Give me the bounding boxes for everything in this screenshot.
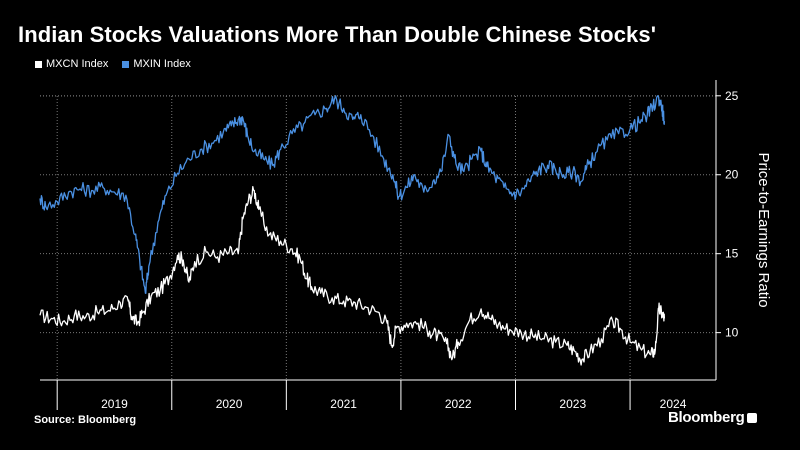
bloomberg-chart-icon — [747, 412, 758, 423]
legend-swatch-mxcn — [35, 60, 42, 68]
y-axis-label: Price-to-Earnings Ratio — [755, 152, 772, 307]
legend-label-mxin: MXIN Index — [133, 58, 191, 70]
y-tick-label-15: 15 — [725, 247, 739, 261]
legend-entry-mxcn: MXCN Index — [35, 58, 108, 70]
y-tick-label-10: 10 — [725, 326, 739, 340]
x-tick-label-2021: 2021 — [330, 397, 357, 411]
source-note: Source: Bloomberg — [34, 414, 137, 426]
series-line-mxcn — [39, 185, 666, 366]
series-line-mxin — [39, 95, 666, 294]
brand-logo: Bloomberg — [668, 409, 758, 426]
x-tick-label-2023: 2023 — [559, 397, 586, 411]
legend-swatch-mxin — [122, 60, 130, 68]
y-tick-label-20: 20 — [725, 168, 739, 182]
brand-name: Bloomberg — [668, 409, 745, 426]
x-tick-label-2019: 2019 — [101, 397, 128, 411]
x-tick-label-2022: 2022 — [445, 397, 472, 411]
chart-title: Indian Stocks Valuations More Than Doubl… — [18, 22, 657, 47]
legend: MXCN Index MXIN Index — [35, 58, 191, 70]
x-tick-label-2024: 2024 — [660, 397, 687, 411]
legend-entry-mxin: MXIN Index — [122, 58, 191, 70]
x-tick-label-2020: 2020 — [216, 397, 243, 411]
y-tick-label-25: 25 — [725, 89, 739, 103]
legend-label-mxcn: MXCN Index — [46, 58, 109, 70]
